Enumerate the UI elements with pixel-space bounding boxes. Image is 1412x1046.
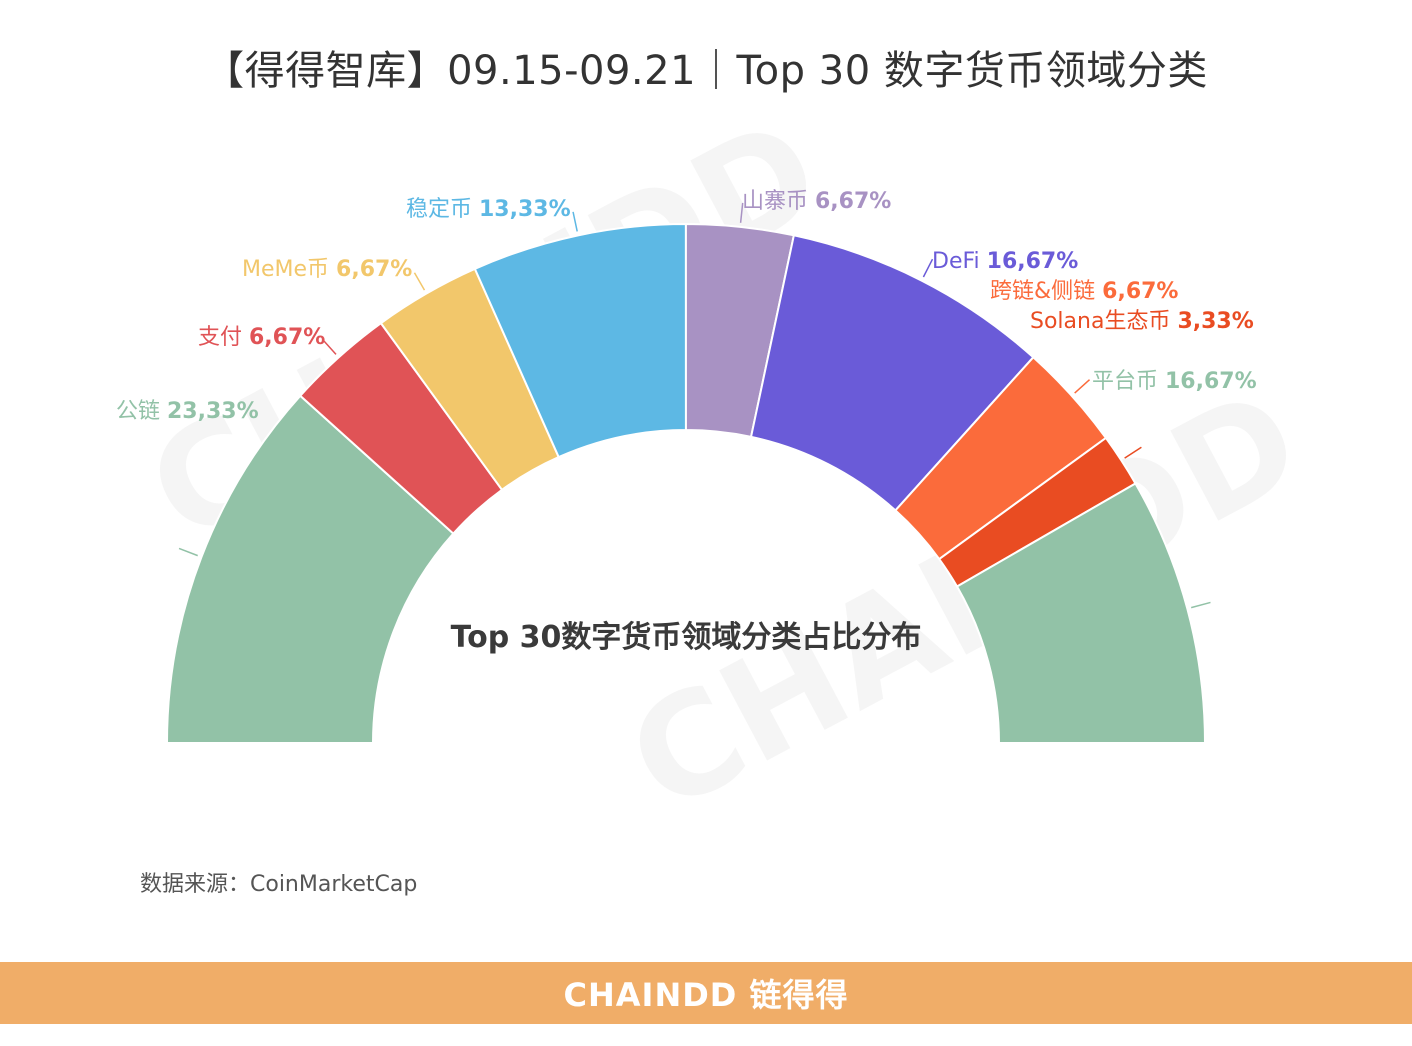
- slice-label-name-8: Solana生态币: [1030, 309, 1177, 334]
- slice-label-value-7: 6,67%: [1102, 279, 1178, 304]
- leader-line-3: [413, 272, 426, 291]
- leader-line-9: [1190, 601, 1211, 609]
- slice-label-4: 稳定币 13,33%: [406, 197, 571, 222]
- leader-line-5: [739, 202, 744, 223]
- slice-label-value-8: 3,33%: [1177, 309, 1253, 334]
- slice-label-5: 山寨币 6,67%: [742, 189, 891, 214]
- footer-bar: CHAINDD 链得得: [0, 962, 1412, 1024]
- slice-label-name-1: 公链: [116, 399, 167, 424]
- slice-label-name-6: DeFi: [932, 249, 987, 274]
- leader-line-2: [322, 339, 337, 355]
- slice-label-name-9: 平台币: [1092, 369, 1165, 394]
- slice-label-name-3: MeMe币: [242, 257, 336, 282]
- slice-label-value-9: 16,67%: [1165, 369, 1257, 394]
- slice-label-7: 跨链&侧链 6,67%: [990, 279, 1178, 304]
- slice-label-1: 公链 23,33%: [116, 399, 259, 424]
- slice-label-value-3: 6,67%: [336, 257, 412, 282]
- slice-label-value-6: 16,67%: [987, 249, 1079, 274]
- slice-label-name-4: 稳定币: [406, 197, 479, 222]
- leader-line-6: [922, 258, 934, 278]
- leader-line-4: [572, 211, 578, 232]
- slice-label-value-4: 13,33%: [479, 197, 571, 222]
- slice-label-name-7: 跨链&侧链: [990, 279, 1102, 304]
- leader-line-7: [1074, 379, 1091, 394]
- slice-label-name-2: 支付: [198, 325, 249, 350]
- leader-line-8: [1124, 446, 1142, 459]
- center-label: Top 30数字货币领域分类占比分布: [450, 620, 922, 655]
- slice-label-6: DeFi 16,67%: [932, 249, 1078, 274]
- slice-label-8: Solana生态币 3,33%: [1030, 309, 1254, 334]
- slice-9[interactable]: [955, 482, 1207, 744]
- slice-label-2: 支付 6,67%: [198, 325, 325, 350]
- slice-label-value-2: 6,67%: [249, 325, 325, 350]
- footer-brand-logo: CHAINDD 链得得: [563, 976, 849, 1014]
- data-source: 数据来源：CoinMarketCap: [140, 872, 418, 897]
- slice-label-3: MeMe币 6,67%: [242, 257, 412, 282]
- chart-title: 【得得智库】09.15-09.21｜Top 30 数字货币领域分类: [204, 48, 1208, 94]
- slice-label-value-5: 6,67%: [815, 189, 891, 214]
- slice-label-9: 平台币 16,67%: [1092, 369, 1257, 394]
- leader-line-1: [178, 547, 198, 557]
- slice-1[interactable]: [165, 394, 455, 744]
- slice-label-value-1: 23,33%: [167, 399, 259, 424]
- slice-label-name-5: 山寨币: [742, 189, 815, 214]
